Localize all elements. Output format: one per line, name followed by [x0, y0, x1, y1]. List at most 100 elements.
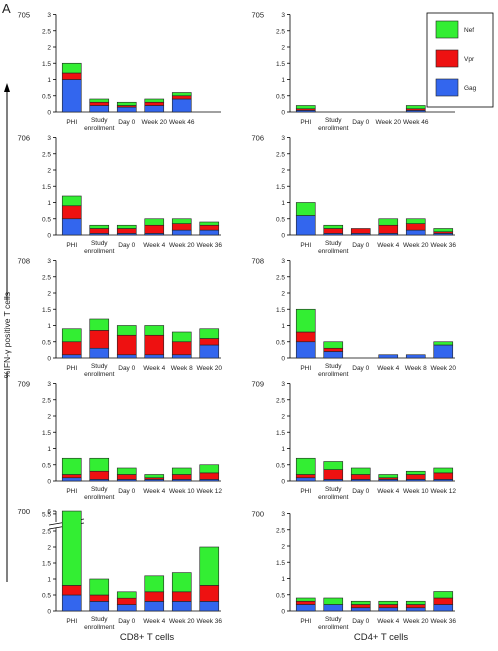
- bar-segment-vpr: [89, 228, 110, 234]
- patient-label: 709: [251, 380, 264, 389]
- bar-segment-nef: [89, 578, 110, 596]
- bar-segment-gag: [61, 477, 82, 482]
- patient-label: 708: [17, 257, 30, 266]
- y-tick-label: 0.5: [42, 462, 51, 469]
- bar-segment-vpr: [89, 101, 110, 106]
- bar-segment-gag: [144, 105, 165, 113]
- bar-segment-nef: [61, 457, 82, 475]
- bar-segment-nef: [61, 510, 82, 586]
- bar-segment-nef: [433, 341, 454, 346]
- bar-segment-vpr: [323, 228, 344, 234]
- y-tick-label: 1.5: [42, 184, 51, 191]
- y-tick-label: 1: [281, 323, 285, 330]
- bar-segment-gag: [295, 341, 316, 359]
- x-tick-label: Week 10: [403, 488, 429, 495]
- bar-segment-vpr: [144, 101, 165, 106]
- x-tick-label: Week 12: [196, 488, 222, 495]
- y-tick-label: 1.5: [276, 184, 285, 191]
- bar-segment-vpr: [116, 334, 137, 356]
- bar-segment-nef: [378, 474, 399, 479]
- bar-segment-vpr: [405, 223, 426, 231]
- bar-segment-vpr: [61, 585, 82, 596]
- bar-segment-vpr: [89, 330, 110, 349]
- x-tick-label: PHI: [66, 365, 77, 372]
- x-tick-label: Day 0: [118, 618, 135, 625]
- y-tick-label: 1: [47, 323, 51, 330]
- bar-segment-gag: [199, 601, 220, 612]
- bar-segment-vpr: [171, 474, 192, 480]
- y-tick-label: 2: [47, 291, 51, 298]
- bar-segment-vpr: [61, 205, 82, 220]
- x-tick-label: enrollment: [84, 624, 115, 631]
- bar-segment-gag: [350, 607, 371, 612]
- bar-segment-nef: [116, 325, 137, 336]
- bar-segment-vpr: [295, 600, 316, 605]
- x-tick-label: enrollment: [318, 248, 349, 255]
- x-tick-label: PHI: [300, 618, 311, 625]
- bar-segment-nef: [116, 467, 137, 475]
- bar-segment-vpr: [171, 223, 192, 231]
- y-axis-title: %IFN-γ positive T cells: [2, 292, 12, 378]
- y-tick-label: 1: [281, 446, 285, 453]
- bar-segment-gag: [323, 351, 344, 359]
- chart-700-cd8: 700 0 0.5 1 1.5 2 2.5 5.56 PHI StudyenrollmentDay…: [17, 507, 222, 631]
- bar-segment-gag: [405, 607, 426, 612]
- bar-segment-vpr: [350, 604, 371, 609]
- bar-segment-gag: [61, 594, 82, 612]
- bar-segment-nef: [433, 591, 454, 599]
- y-tick-label: 0: [281, 233, 285, 240]
- x-tick-label: PHI: [300, 488, 311, 495]
- y-tick-label: 1.5: [42, 430, 51, 437]
- x-tick-label: PHI: [66, 618, 77, 625]
- y-tick-label: 1.5: [276, 307, 285, 314]
- bar-segment-vpr: [199, 585, 220, 602]
- x-tick-label: Week 36: [430, 242, 456, 249]
- bar-segment-vpr: [378, 604, 399, 609]
- bar-segment-nef: [199, 464, 220, 474]
- y-axis-title-group: %IFN-γ positive T cells: [2, 83, 12, 582]
- x-tick-label: PHI: [66, 488, 77, 495]
- x-tick-label: Day 0: [118, 365, 135, 372]
- x-tick-label: Day 0: [352, 365, 369, 372]
- x-tick-label: Week 8: [171, 365, 193, 372]
- bar-segment-vpr: [171, 95, 192, 100]
- y-tick-label: 2.5: [276, 397, 285, 404]
- bar-segment-gag: [61, 79, 82, 113]
- bar-segment-vpr: [89, 594, 110, 602]
- patient-label: 700: [17, 507, 30, 516]
- y-tick-label: 0: [281, 356, 285, 363]
- y-tick-label: 2: [281, 291, 285, 298]
- bar-segment-nef: [61, 195, 82, 207]
- legend-swatch-vpr: [435, 49, 459, 68]
- bar-segment-gag: [171, 354, 192, 359]
- bar-segment-gag: [89, 105, 110, 113]
- bar-segment-gag: [199, 344, 220, 359]
- y-tick-label: 3: [281, 135, 285, 142]
- x-tick-label: Week 20: [430, 365, 456, 372]
- bar-segment-vpr: [199, 338, 220, 346]
- x-tick-label: Study: [91, 117, 108, 124]
- y-tick-label: 3: [281, 258, 285, 265]
- y-tick-label: 2.5: [42, 529, 51, 536]
- bar-segment-nef: [61, 62, 82, 74]
- bar-segment-gag: [171, 601, 192, 612]
- bar-segment-gag: [89, 601, 110, 612]
- x-tick-label: Study: [91, 616, 108, 623]
- bar-segment-nef: [295, 202, 316, 216]
- bar-segment-nef: [405, 470, 426, 475]
- y-tick-label: 0.5: [42, 339, 51, 346]
- bar-segment-gag: [433, 604, 454, 612]
- bar-segment-nef: [323, 597, 344, 605]
- bar-segment-gag: [295, 477, 316, 482]
- legend-label-vpr: Vpr: [464, 56, 475, 63]
- bar-segment-vpr: [199, 472, 220, 480]
- bar-segment-vpr: [61, 474, 82, 479]
- bar-segment-gag: [378, 354, 399, 359]
- y-tick-label: 2: [281, 544, 285, 551]
- x-tick-label: Week 12: [430, 488, 456, 495]
